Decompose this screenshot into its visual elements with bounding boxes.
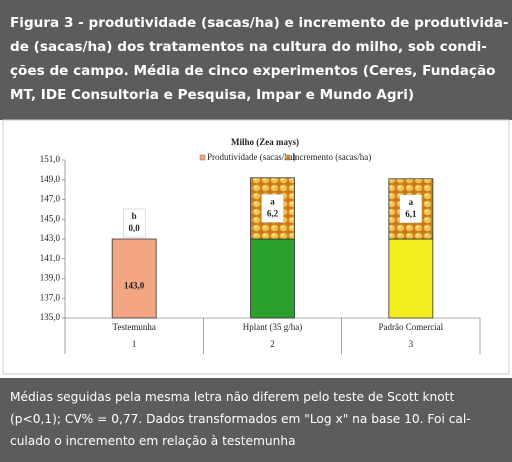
y-tick-label: 141,0 (40, 253, 61, 263)
value-label: 143,0 (124, 281, 145, 291)
legend-label: Incremento (sacas/ha) (292, 152, 371, 162)
group-letter: a (409, 197, 414, 207)
y-tick-label: 143,0 (40, 233, 61, 243)
x-tick-label: Hplant (35 g/ha) (243, 322, 302, 332)
label-box (399, 194, 423, 224)
y-tick-label: 149,0 (40, 174, 61, 184)
y-tick-label: 145,0 (40, 213, 61, 223)
footer-line: culado o incremento em relação à testemu… (10, 434, 296, 448)
footer-line: Médias seguidas pela mesma letra não dif… (10, 390, 454, 404)
label-box (261, 194, 284, 223)
header-line: ções de campo. Média de cinco experiment… (10, 63, 496, 79)
bar-segment (111, 238, 157, 319)
label-box (122, 208, 146, 238)
header-line: MT, IDE Consultoria e Pesquisa, Impar e … (10, 87, 414, 103)
value-label: 0,0 (129, 223, 141, 233)
group-letter: b (132, 211, 137, 221)
value-label: 6,2 (267, 208, 279, 218)
x-tick-label: Padrão Comercial (378, 322, 443, 332)
footer-bg (0, 378, 512, 462)
footer-line: (p<0,1); CV% = 0,77. Dados transformados… (10, 412, 471, 426)
y-tick-label: 137,0 (40, 292, 61, 302)
y-tick-label: 139,0 (40, 273, 61, 283)
bar-segment (388, 238, 434, 319)
header-line: de (sacas/ha) dos tratamentos na cultura… (10, 39, 487, 55)
chart-title: Milho (Zea mays) (231, 137, 299, 147)
x-tick-number: 1 (132, 339, 137, 349)
bar-segment (250, 238, 295, 319)
x-tick-number: 2 (270, 339, 275, 349)
y-tick-label: 151,0 (40, 154, 61, 164)
header-line: Figura 3 - produtividade (sacas/ha) e in… (10, 15, 509, 31)
legend-label: Produtividade (sacas/ha) (207, 152, 296, 162)
legend-swatch (199, 154, 206, 161)
y-tick-label: 147,0 (40, 194, 61, 204)
x-tick-number: 3 (409, 339, 414, 349)
group-letter: a (270, 196, 275, 206)
x-tick-label: Testemunha (112, 322, 155, 332)
value-label: 6,1 (405, 209, 417, 219)
legend-swatch (284, 154, 291, 161)
y-tick-label: 135,0 (40, 312, 61, 322)
header-bg (0, 0, 512, 120)
